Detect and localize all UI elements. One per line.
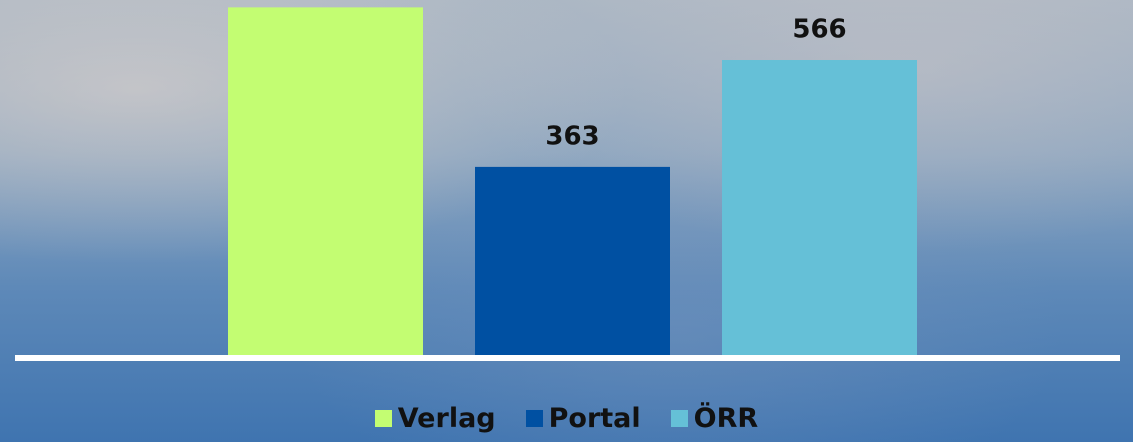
chart: 363 566	[0, 0, 1133, 442]
legend: Verlag Portal ÖRR	[0, 398, 1133, 438]
legend-item: Portal	[526, 403, 641, 434]
bar	[475, 167, 670, 358]
chart-page: 363 566 Verlag Portal ÖRR	[0, 0, 1133, 442]
value-label: 363	[545, 121, 599, 151]
baseline	[15, 355, 1120, 361]
legend-swatch	[671, 410, 688, 427]
legend-label: Verlag	[398, 403, 496, 434]
bar	[228, 7, 423, 358]
bar	[722, 60, 917, 358]
legend-swatch	[526, 410, 543, 427]
legend-label: ÖRR	[694, 403, 759, 434]
legend-label: Portal	[549, 403, 641, 434]
legend-item: Verlag	[375, 403, 496, 434]
value-label: 566	[792, 15, 846, 45]
legend-item: ÖRR	[671, 403, 759, 434]
legend-swatch	[375, 410, 392, 427]
